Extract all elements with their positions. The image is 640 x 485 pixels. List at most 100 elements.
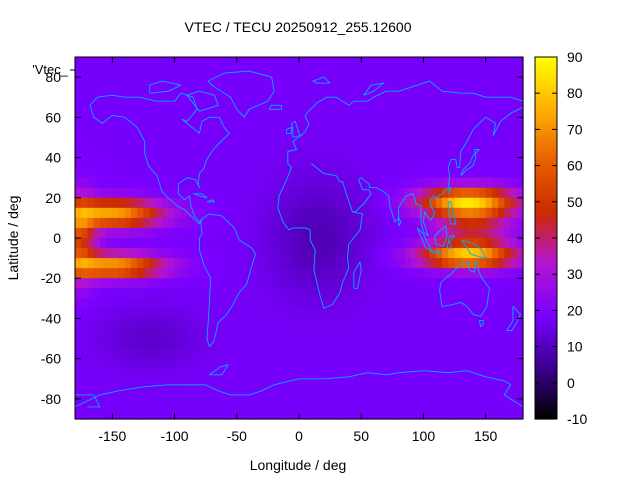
heatmap-cell [274,368,281,380]
heatmap-cell [423,127,431,139]
heatmap-cell [143,157,151,169]
heatmap-cell [392,408,400,420]
heatmap-cell [236,388,244,400]
heatmap-cell [404,147,412,159]
heatmap-cell [236,408,244,420]
heatmap-cell [118,308,126,320]
heatmap-cell [392,127,400,139]
heatmap-cell [112,358,120,370]
heatmap-cell [379,388,387,400]
heatmap-cell [292,288,300,299]
heatmap-cell [174,358,182,370]
heatmap-cell [460,338,468,350]
heatmap-cell [485,127,493,139]
heatmap-cell [274,258,281,269]
heatmap-cell [460,57,468,68]
colorbar-band [535,334,557,339]
heatmap-cell [75,238,82,249]
heatmap-cell [473,338,481,350]
heatmap-cell [199,378,207,390]
heatmap-cell [423,107,431,118]
heatmap-cell [149,197,157,209]
heatmap-cell [454,187,462,199]
heatmap-cell [193,288,201,299]
heatmap-cell [93,328,101,340]
coastline-cuba [193,193,208,199]
heatmap-cell [211,157,219,169]
heatmap-cell [311,217,319,229]
heatmap-cell [460,197,468,209]
heatmap-cell [323,398,331,410]
heatmap-cell [510,77,518,88]
heatmap-cell [267,398,275,410]
heatmap-cell [491,207,499,219]
heatmap-cell [199,227,207,239]
heatmap-cell [379,117,387,128]
heatmap-cell [274,318,281,330]
colorbar-band [535,84,557,88]
heatmap-cell [131,338,138,350]
heatmap-cell [180,197,188,209]
y-tick-label: -60 [41,351,61,367]
heatmap-cell [317,338,325,350]
heatmap-cell [361,77,369,88]
heatmap-cell [491,157,499,169]
heatmap-cell [404,398,412,410]
heatmap-cell [230,57,238,68]
heatmap-cell [411,187,418,199]
heatmap-cell [143,388,151,400]
heatmap-cell [180,268,188,279]
heatmap-cell [361,328,369,340]
heatmap-cell [199,67,207,78]
coastline-borneo [434,225,448,247]
heatmap-cell [124,298,132,309]
heatmap-cell [75,378,82,390]
heatmap-cell [317,378,325,390]
heatmap-cell [323,117,331,128]
heatmap-cell [423,147,431,159]
heatmap-cell [373,107,381,118]
colorbar-band [535,349,557,354]
heatmap-cell [106,348,113,360]
heatmap-cell [498,87,505,98]
heatmap-cell [429,197,437,209]
heatmap-cell [118,408,126,420]
heatmap-cell [118,127,126,139]
heatmap-cell [261,207,269,219]
heatmap-cell [516,268,524,279]
heatmap-cell [386,227,393,239]
colorbar-tick-label: 50 [567,194,583,210]
heatmap-cell [479,388,487,400]
heatmap-cell [411,77,418,88]
heatmap-cell [230,398,238,410]
heatmap-cell [149,248,157,259]
heatmap-cell [361,217,369,229]
heatmap-cell [305,77,313,88]
heatmap-cell [255,147,263,159]
heatmap-cell [205,288,213,299]
heatmap-cell [299,57,306,68]
colorbar-band [535,376,557,381]
heatmap-cell [162,238,169,249]
heatmap-cell [124,398,132,410]
heatmap-cell [361,177,369,189]
heatmap-cell [336,338,344,350]
heatmap-cell [243,217,250,229]
heatmap-cell [311,87,319,98]
heatmap-cell [292,187,300,199]
heatmap-cell [367,107,375,118]
heatmap-cell [267,57,275,68]
heatmap-cell [131,248,138,259]
heatmap-cell [448,157,456,169]
heatmap-cell [243,107,250,118]
coastline-baffin [186,90,219,112]
heatmap-cell [311,197,319,209]
heatmap-cell [280,167,288,179]
heatmap-cell [255,288,263,299]
heatmap-cell [205,358,213,370]
heatmap-cell [448,398,456,410]
heatmap-cell [180,278,188,289]
heatmap-cell [498,187,505,199]
heatmap-cell [467,97,474,108]
heatmap-cell [249,207,257,219]
